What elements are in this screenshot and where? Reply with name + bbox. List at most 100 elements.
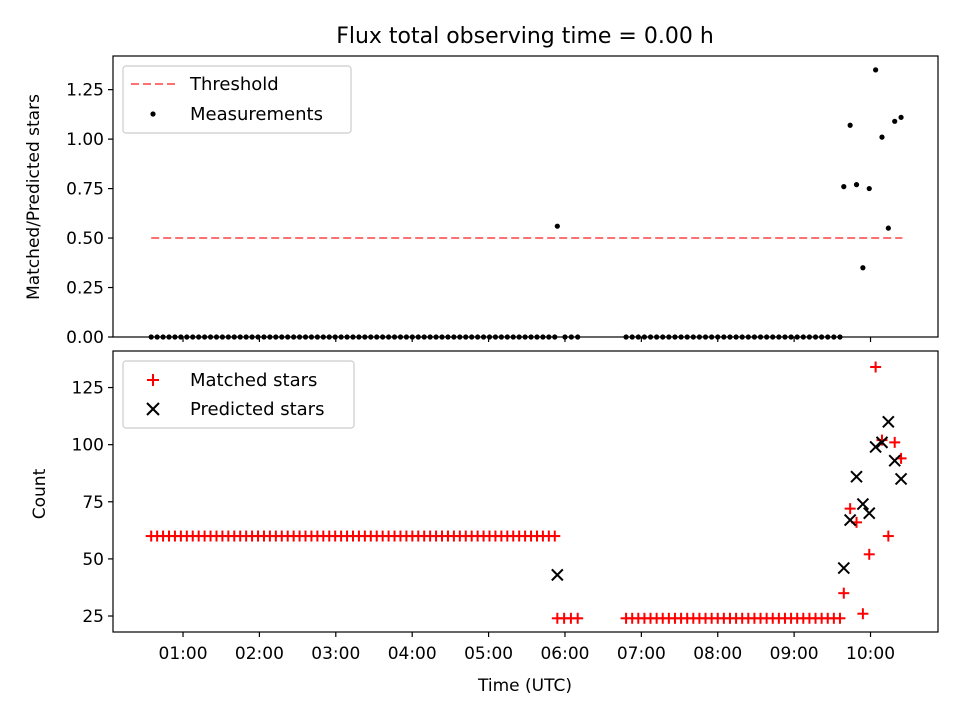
legend-measurements-swatch — [150, 111, 156, 117]
legend-matched-swatch — [147, 374, 159, 386]
measurement-point — [764, 334, 770, 340]
predicted-point — [850, 470, 863, 483]
measurement-point — [451, 334, 457, 340]
measurement-point — [427, 334, 433, 340]
matched-point — [838, 587, 850, 599]
measurement-point — [516, 334, 522, 340]
x-tick-label: 01:00 — [159, 644, 208, 664]
top-panel: 0.00 0.25 0.50 0.75 1.00 1.25 Matched/Predict… — [24, 55, 939, 348]
measurement-point — [837, 334, 843, 340]
x-tick-label: 03:00 — [311, 644, 360, 664]
measurement-point — [794, 334, 800, 340]
bottom-legend-box — [122, 360, 355, 429]
measurement-point — [568, 334, 574, 340]
matched-point — [834, 612, 846, 624]
matched-point — [857, 608, 869, 620]
x-tick-label: 02:00 — [235, 644, 284, 664]
x-tick-label: 09:00 — [770, 644, 819, 664]
measurement-point — [154, 334, 160, 340]
measurement-point — [757, 334, 764, 340]
y-tick-label: 50 — [82, 550, 104, 570]
measurement-point — [397, 334, 404, 340]
measurement-point — [721, 334, 727, 340]
measurement-point — [690, 334, 696, 340]
measurement-point — [160, 334, 166, 340]
top-legend-box — [122, 65, 352, 134]
matched-point — [870, 361, 882, 373]
measurement-point — [552, 334, 558, 340]
measurement-point — [368, 334, 374, 340]
legend-measurements-label: Measurements — [190, 104, 323, 125]
legend-threshold-label: Threshold — [189, 74, 279, 95]
measurement-point — [469, 334, 475, 340]
measurement-point — [261, 334, 267, 340]
measurement-point — [806, 334, 813, 340]
legend-matched-label: Matched stars — [190, 370, 317, 391]
measurement-point — [528, 334, 534, 340]
measurement-point — [445, 334, 451, 340]
measurement-point — [338, 334, 344, 340]
measurement-point — [575, 334, 581, 340]
measurement-point — [285, 334, 291, 340]
predicted-point — [882, 415, 895, 429]
measurement-points-layer — [148, 67, 904, 340]
matched-points-layer — [145, 361, 907, 624]
measurement-point — [504, 334, 510, 340]
measurement-point — [267, 334, 273, 340]
measurement-point — [433, 334, 439, 340]
y-tick-label: 0.50 — [66, 229, 104, 249]
measurement-point — [231, 334, 237, 340]
measurement-point — [486, 334, 493, 340]
measurement-point — [898, 114, 904, 120]
measurement-point — [279, 334, 285, 340]
y-tick-label: 0.75 — [66, 180, 104, 200]
y-tick-label: 75 — [82, 493, 104, 513]
legend-predicted-swatch — [146, 402, 160, 416]
chart-title: Flux total observing time = 0.00 h — [336, 24, 714, 49]
y-tick-label: 1.25 — [66, 81, 104, 101]
measurement-point — [225, 334, 231, 340]
measurement-point — [326, 334, 332, 340]
measurement-point — [847, 122, 853, 128]
y-tick-label: 1.00 — [66, 130, 104, 150]
predicted-point — [551, 568, 564, 582]
measurement-point — [463, 334, 469, 340]
measurement-point — [546, 334, 552, 340]
measurement-point — [825, 334, 831, 340]
x-tick-label: 10:00 — [846, 644, 895, 664]
y-tick-label: 100 — [72, 436, 104, 456]
measurement-point — [831, 334, 837, 340]
matched-point — [844, 503, 856, 515]
measurement-point — [178, 334, 184, 340]
measurement-point — [374, 334, 380, 340]
measurement-point — [207, 334, 214, 340]
bottom-panel: 25 50 75 100 125 01:00 02:00 03:00 04:00 05:00 06… — [30, 350, 939, 696]
predicted-points-layer — [551, 415, 908, 582]
predicted-point — [869, 440, 882, 454]
predicted-point — [894, 472, 908, 486]
legend-predicted-label: Predicted stars — [190, 399, 324, 420]
measurement-point — [237, 334, 243, 340]
measurement-point — [770, 334, 776, 340]
predicted-point — [863, 506, 876, 520]
measurement-point — [510, 334, 516, 340]
measurement-point — [166, 334, 172, 340]
predicted-point — [875, 436, 889, 449]
matched-point — [889, 436, 901, 448]
measurement-point — [213, 334, 220, 340]
measurement-point — [788, 334, 794, 340]
predicted-point — [837, 561, 850, 575]
measurement-point — [635, 334, 641, 340]
measurement-point — [302, 334, 309, 340]
measurement-point — [684, 334, 690, 340]
measurement-point — [672, 334, 678, 340]
measurement-point — [554, 223, 560, 229]
top-x-ticks — [182, 337, 872, 342]
top-y-ticks: 0.00 0.25 0.50 0.75 1.00 1.25 — [66, 81, 113, 348]
top-legend: Threshold Measurements — [122, 65, 352, 134]
x-tick-label: 04:00 — [388, 644, 437, 664]
x-tick-label: 07:00 — [617, 644, 666, 664]
measurement-point — [415, 334, 421, 340]
measurement-point — [148, 334, 154, 340]
measurement-point — [885, 225, 891, 231]
